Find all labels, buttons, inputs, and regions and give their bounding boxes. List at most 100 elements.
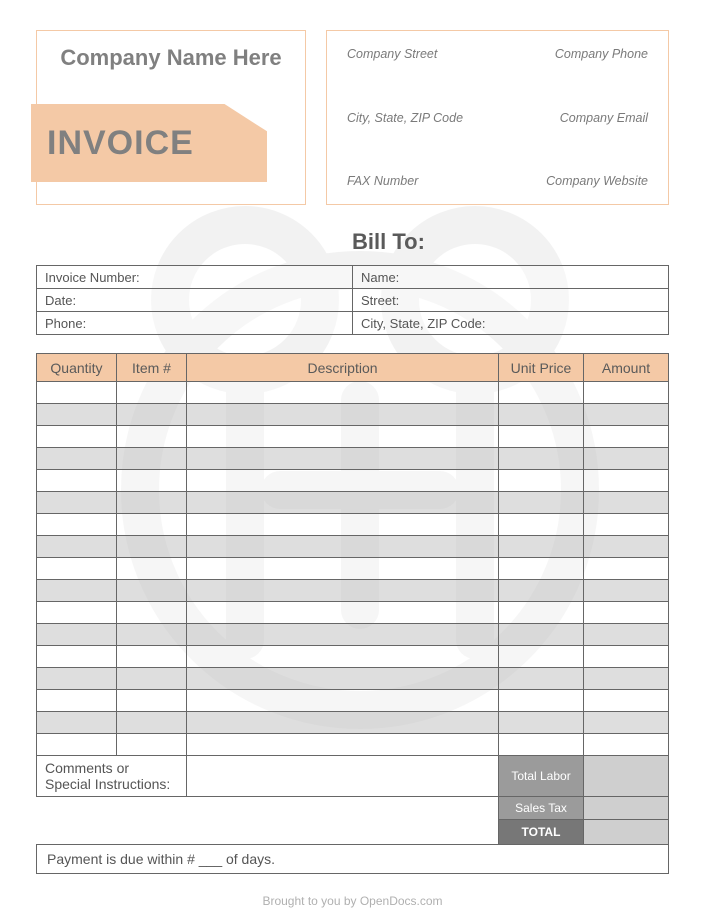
table-cell[interactable] (187, 514, 499, 536)
info-city: City, State, ZIP Code (347, 111, 463, 125)
table-cell[interactable] (37, 558, 117, 580)
comments-label: Comments or Special Instructions: (37, 756, 187, 797)
table-cell[interactable] (117, 668, 187, 690)
table-cell[interactable] (117, 690, 187, 712)
table-cell[interactable] (187, 668, 499, 690)
table-cell[interactable] (584, 712, 669, 734)
table-cell[interactable] (584, 580, 669, 602)
table-cell[interactable] (37, 470, 117, 492)
table-cell[interactable] (187, 602, 499, 624)
table-cell[interactable] (187, 558, 499, 580)
table-cell[interactable] (584, 734, 669, 756)
table-cell[interactable] (499, 514, 584, 536)
table-cell[interactable] (37, 536, 117, 558)
table-cell[interactable] (117, 602, 187, 624)
table-cell[interactable] (499, 492, 584, 514)
table-cell[interactable] (187, 382, 499, 404)
comments-field[interactable] (187, 756, 499, 797)
table-cell[interactable] (117, 646, 187, 668)
table-cell[interactable] (117, 536, 187, 558)
table-cell[interactable] (187, 426, 499, 448)
table-cell[interactable] (37, 404, 117, 426)
table-cell[interactable] (37, 448, 117, 470)
table-cell[interactable] (37, 514, 117, 536)
billto-table: Invoice Number: Name: Date: Street: Phon… (36, 265, 669, 335)
table-cell[interactable] (584, 426, 669, 448)
table-cell[interactable] (187, 624, 499, 646)
total-labor-value (584, 756, 669, 797)
table-cell[interactable] (499, 536, 584, 558)
table-cell[interactable] (187, 492, 499, 514)
table-cell[interactable] (117, 712, 187, 734)
table-cell[interactable] (117, 404, 187, 426)
table-cell[interactable] (187, 690, 499, 712)
table-cell[interactable] (499, 470, 584, 492)
table-cell[interactable] (187, 536, 499, 558)
table-cell[interactable] (117, 448, 187, 470)
table-cell[interactable] (117, 426, 187, 448)
table-cell[interactable] (187, 448, 499, 470)
table-cell[interactable] (499, 712, 584, 734)
table-cell[interactable] (584, 558, 669, 580)
header-row: Company Name Here INVOICE Company Street… (36, 30, 669, 205)
table-cell[interactable] (499, 646, 584, 668)
table-cell[interactable] (187, 404, 499, 426)
table-cell[interactable] (584, 536, 669, 558)
table-cell[interactable] (584, 668, 669, 690)
table-cell[interactable] (117, 624, 187, 646)
table-cell[interactable] (117, 734, 187, 756)
table-cell[interactable] (37, 668, 117, 690)
table-cell[interactable] (584, 448, 669, 470)
table-cell[interactable] (37, 646, 117, 668)
table-cell[interactable] (117, 470, 187, 492)
table-cell[interactable] (584, 404, 669, 426)
table-cell[interactable] (187, 734, 499, 756)
invoice-word: INVOICE (47, 124, 194, 163)
table-cell[interactable] (187, 470, 499, 492)
table-cell[interactable] (499, 624, 584, 646)
table-cell[interactable] (37, 492, 117, 514)
billto-city: City, State, ZIP Code: (353, 312, 669, 335)
table-cell[interactable] (584, 514, 669, 536)
table-cell[interactable] (499, 602, 584, 624)
company-box: Company Name Here INVOICE (36, 30, 306, 205)
table-cell[interactable] (499, 690, 584, 712)
table-row (37, 448, 669, 470)
table-cell[interactable] (37, 712, 117, 734)
table-cell[interactable] (499, 668, 584, 690)
table-cell[interactable] (117, 558, 187, 580)
table-cell[interactable] (499, 734, 584, 756)
table-cell[interactable] (187, 712, 499, 734)
table-cell[interactable] (584, 492, 669, 514)
table-row (37, 536, 669, 558)
table-cell[interactable] (37, 382, 117, 404)
table-cell[interactable] (499, 426, 584, 448)
table-cell[interactable] (37, 426, 117, 448)
table-cell[interactable] (584, 624, 669, 646)
table-cell[interactable] (117, 514, 187, 536)
table-cell[interactable] (499, 382, 584, 404)
table-cell[interactable] (499, 558, 584, 580)
table-cell[interactable] (584, 646, 669, 668)
table-cell[interactable] (117, 492, 187, 514)
table-cell[interactable] (187, 580, 499, 602)
table-cell[interactable] (117, 580, 187, 602)
table-cell[interactable] (37, 602, 117, 624)
table-cell[interactable] (499, 448, 584, 470)
table-cell[interactable] (584, 602, 669, 624)
info-street: Company Street (347, 47, 437, 61)
table-cell[interactable] (499, 580, 584, 602)
table-cell[interactable] (584, 690, 669, 712)
billto-phone: Phone: (37, 312, 353, 335)
table-cell[interactable] (37, 734, 117, 756)
table-cell[interactable] (187, 646, 499, 668)
col-item: Item # (117, 354, 187, 382)
table-cell[interactable] (584, 382, 669, 404)
table-cell[interactable] (37, 624, 117, 646)
table-cell[interactable] (499, 404, 584, 426)
billto-date: Date: (37, 289, 353, 312)
table-cell[interactable] (37, 690, 117, 712)
table-cell[interactable] (117, 382, 187, 404)
table-cell[interactable] (584, 470, 669, 492)
table-cell[interactable] (37, 580, 117, 602)
